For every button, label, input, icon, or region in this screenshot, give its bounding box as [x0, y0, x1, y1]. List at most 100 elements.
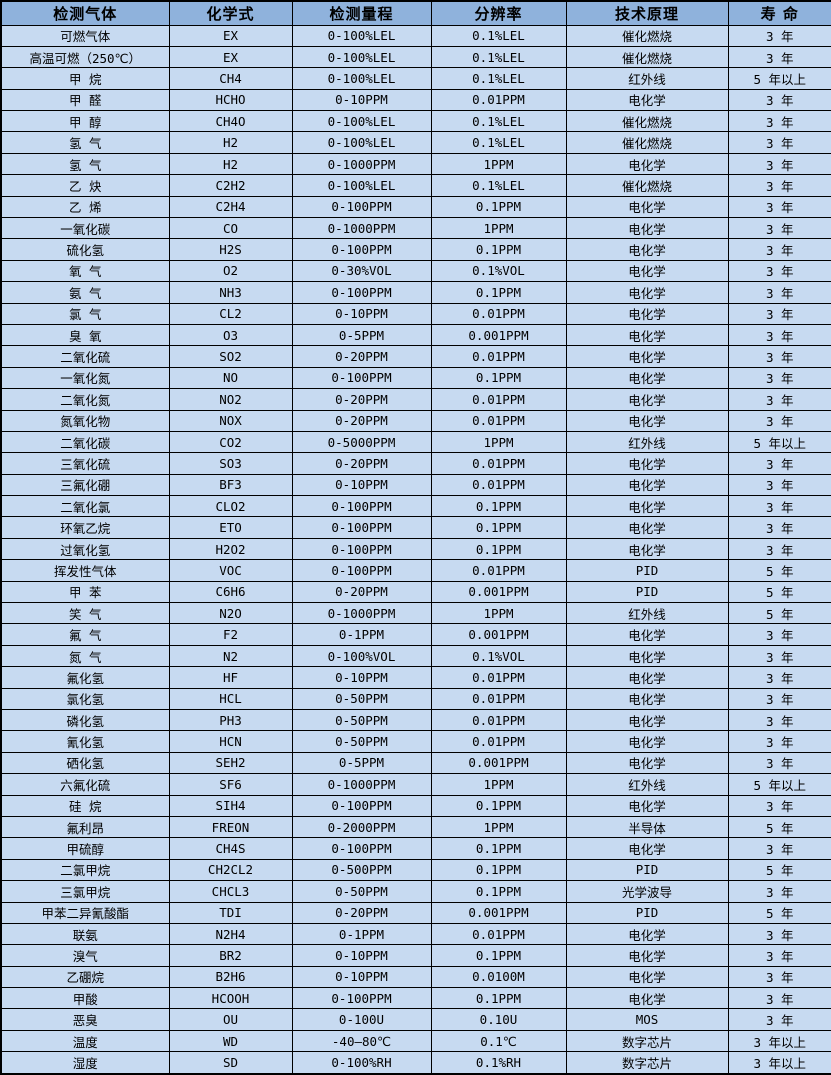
- table-row: 氧 气 O2 0-30%VOL 0.1%VOL 电化学 3 年: [0, 259, 831, 283]
- cell-technology: 电化学: [565, 922, 729, 946]
- cell-lifespan: 3 年: [727, 794, 831, 817]
- table-row: 湿度 SD 0-100%RH 0.1%RH 数字芯片 3 年以上: [0, 1051, 831, 1075]
- cell-technology: 电化学: [565, 666, 729, 689]
- cell-detection-range: 0-100PPM: [291, 366, 432, 390]
- cell-lifespan: 3 年: [727, 922, 831, 946]
- cell-resolution: 0.1PPM: [430, 281, 567, 304]
- cell-detection-range: 0-20PPM: [291, 409, 432, 432]
- cell-chemical-formula: HCHO: [168, 88, 293, 112]
- cell-gas-name: 甲 醛: [0, 88, 170, 112]
- cell-chemical-formula: SD: [168, 1051, 293, 1075]
- cell-gas-name: 乙 炔: [0, 174, 170, 197]
- cell-resolution: 0.1PPM: [430, 366, 567, 390]
- cell-lifespan: 3 年: [727, 45, 831, 69]
- cell-resolution: 0.001PPM: [430, 751, 567, 775]
- cell-chemical-formula: CH4O: [168, 110, 293, 133]
- cell-detection-range: 0-100PPM: [291, 281, 432, 304]
- cell-gas-name: 乙 烯: [0, 195, 170, 219]
- cell-chemical-formula: OU: [168, 1008, 293, 1031]
- cell-detection-range: 0-10PPM: [291, 302, 432, 325]
- cell-detection-range: 0-100PPM: [291, 987, 432, 1010]
- table-row: 高温可燃（250℃） EX 0-100%LEL 0.1%LEL 催化燃烧 3 年: [0, 45, 831, 69]
- table-row: 硅 烷 SIH4 0-100PPM 0.1PPM 电化学 3 年: [0, 794, 831, 817]
- cell-technology: 电化学: [565, 965, 729, 989]
- cell-detection-range: 0-100PPM: [291, 559, 432, 582]
- cell-resolution: 0.1%LEL: [430, 131, 567, 154]
- cell-lifespan: 3 年: [727, 409, 831, 432]
- cell-detection-range: 0-50PPM: [291, 687, 432, 711]
- table-row: 氢 气 H2 0-100%LEL 0.1%LEL 催化燃烧 3 年: [0, 131, 831, 154]
- cell-gas-name: 乙硼烷: [0, 965, 170, 989]
- cell-technology: 电化学: [565, 88, 729, 112]
- cell-chemical-formula: PH3: [168, 708, 293, 732]
- cell-chemical-formula: TDI: [168, 901, 293, 924]
- cell-gas-name: 恶臭: [0, 1008, 170, 1031]
- cell-gas-name: 湿度: [0, 1051, 170, 1075]
- cell-resolution: 0.1%LEL: [430, 174, 567, 197]
- cell-lifespan: 3 年: [727, 345, 831, 368]
- cell-lifespan: 3 年: [727, 259, 831, 283]
- cell-resolution: 1PPM: [430, 602, 567, 625]
- cell-detection-range: 0-5PPM: [291, 323, 432, 347]
- cell-resolution: 0.01PPM: [430, 473, 567, 497]
- cell-chemical-formula: CL2: [168, 302, 293, 325]
- cell-technology: PID: [565, 559, 729, 582]
- cell-chemical-formula: N2: [168, 644, 293, 668]
- cell-technology: 红外线: [565, 430, 729, 454]
- table-row: 硫化氢 H2S 0-100PPM 0.1PPM 电化学 3 年: [0, 238, 831, 261]
- cell-technology: 电化学: [565, 452, 729, 475]
- cell-chemical-formula: NO: [168, 366, 293, 390]
- cell-gas-name: 氧 气: [0, 259, 170, 283]
- cell-resolution: 0.01PPM: [430, 452, 567, 475]
- cell-lifespan: 3 年: [727, 152, 831, 176]
- cell-lifespan: 5 年: [727, 901, 831, 924]
- cell-lifespan: 3 年: [727, 837, 831, 860]
- cell-gas-name: 甲硫醇: [0, 837, 170, 860]
- cell-lifespan: 3 年: [727, 217, 831, 240]
- cell-gas-name: 溴气: [0, 944, 170, 967]
- cell-technology: 电化学: [565, 537, 729, 561]
- cell-lifespan: 5 年: [727, 602, 831, 625]
- cell-resolution: 0.10U: [430, 1008, 567, 1031]
- cell-lifespan: 3 年: [727, 452, 831, 475]
- cell-gas-name: 联氨: [0, 922, 170, 946]
- cell-detection-range: 0-1000PPM: [291, 773, 432, 796]
- cell-gas-name: 硅 烷: [0, 794, 170, 817]
- table-row: 甲苯二异氰酸酯 TDI 0-20PPM 0.001PPM PID 5 年: [0, 901, 831, 924]
- column-header-gas-name: 检测气体: [0, 0, 170, 26]
- cell-chemical-formula: NH3: [168, 281, 293, 304]
- column-header-technology: 技术原理: [565, 0, 729, 26]
- table-body: 可燃气体 EX 0-100%LEL 0.1%LEL 催化燃烧 3 年高温可燃（250℃） E…: [0, 24, 831, 1075]
- table-row: 一氧化氮 NO 0-100PPM 0.1PPM 电化学 3 年: [0, 366, 831, 390]
- cell-technology: 电化学: [565, 794, 729, 817]
- cell-resolution: 0.1%LEL: [430, 45, 567, 69]
- cell-technology: 电化学: [565, 366, 729, 390]
- cell-technology: 红外线: [565, 773, 729, 796]
- cell-technology: 电化学: [565, 623, 729, 646]
- cell-detection-range: 0-100PPM: [291, 195, 432, 219]
- cell-gas-name: 二氧化硫: [0, 345, 170, 368]
- cell-chemical-formula: EX: [168, 45, 293, 69]
- cell-resolution: 0.0100M: [430, 965, 567, 989]
- cell-technology: 催化燃烧: [565, 24, 729, 47]
- cell-resolution: 0.1PPM: [430, 858, 567, 882]
- cell-lifespan: 3 年: [727, 708, 831, 732]
- cell-technology: 电化学: [565, 323, 729, 347]
- cell-lifespan: 3 年: [727, 174, 831, 197]
- cell-chemical-formula: WD: [168, 1029, 293, 1053]
- cell-technology: 电化学: [565, 751, 729, 775]
- cell-gas-name: 三氟化硼: [0, 473, 170, 497]
- cell-gas-name: 甲 醇: [0, 110, 170, 133]
- cell-gas-name: 二氧化氯: [0, 495, 170, 518]
- cell-chemical-formula: B2H6: [168, 965, 293, 989]
- cell-chemical-formula: N2O: [168, 602, 293, 625]
- cell-resolution: 0.001PPM: [430, 623, 567, 646]
- table-row: 挥发性气体 VOC 0-100PPM 0.01PPM PID 5 年: [0, 559, 831, 582]
- cell-lifespan: 3 年: [727, 195, 831, 219]
- cell-gas-name: 笑 气: [0, 602, 170, 625]
- cell-gas-name: 温度: [0, 1029, 170, 1053]
- cell-lifespan: 3 年: [727, 238, 831, 261]
- table-row: 二氧化碳 CO2 0-5000PPM 1PPM 红外线 5 年以上: [0, 430, 831, 454]
- cell-resolution: 0.1PPM: [430, 794, 567, 817]
- table-row: 氟利昂 FREON 0-2000PPM 1PPM 半导体 5 年: [0, 815, 831, 839]
